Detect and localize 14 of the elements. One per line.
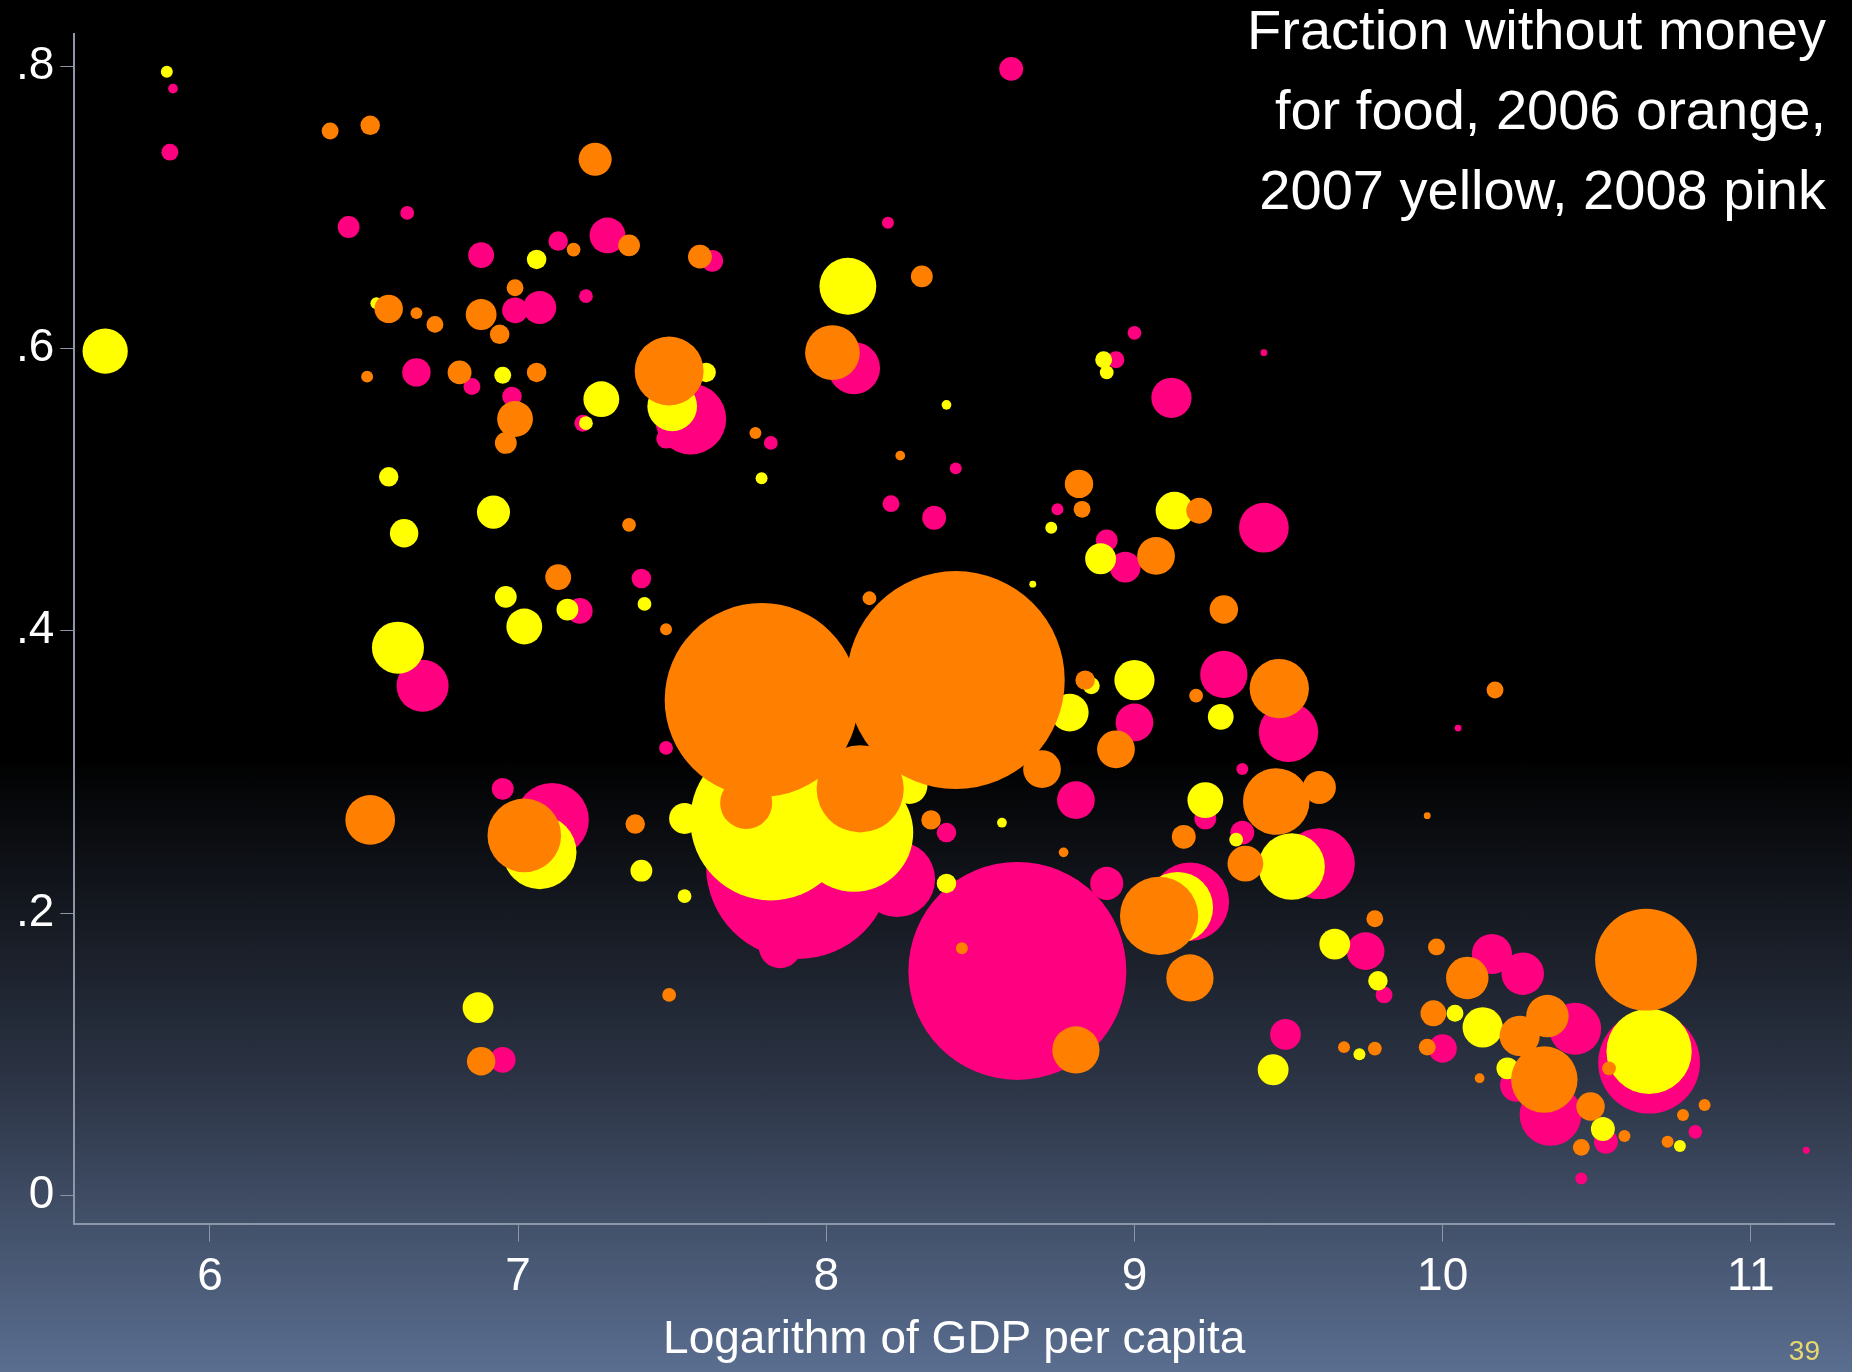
x-tick-label: 10	[1417, 1247, 1469, 1300]
x-tick-label: 6	[197, 1247, 223, 1300]
x-tick-label: 9	[1121, 1247, 1148, 1300]
y-tick-label: .8	[15, 36, 55, 89]
text: 39	[1788, 1334, 1820, 1366]
x-tick-label: 7	[505, 1247, 531, 1300]
y-tick-label: .2	[15, 883, 55, 936]
text: Fraction without money for food, 2006 orange, 2007 yellow, 2008 pink	[1247, 0, 1827, 222]
y-tick-label: 0	[28, 1166, 55, 1219]
x-tick-label: 11	[1726, 1247, 1775, 1300]
x-tick-label: 8	[813, 1247, 840, 1300]
x-axis-title: Logarithm of GDP per capita	[663, 1311, 1246, 1364]
y-tick-label: .4	[15, 601, 55, 654]
y-tick-label: .6	[15, 319, 55, 372]
